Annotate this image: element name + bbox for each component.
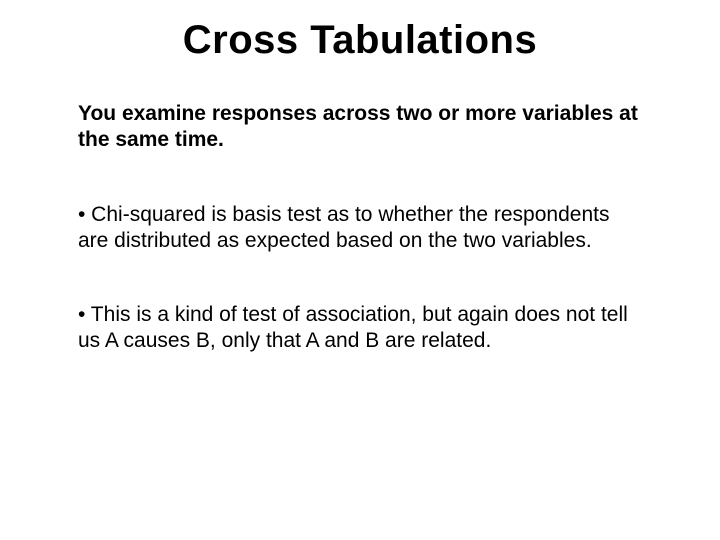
slide: Cross Tabulations You examine responses … xyxy=(0,0,720,540)
slide-title: Cross Tabulations xyxy=(78,18,642,63)
intro-paragraph: You examine responses across two or more… xyxy=(78,101,642,154)
bullet-2: • This is a kind of test of association,… xyxy=(78,302,642,355)
bullet-1: • Chi-squared is basis test as to whethe… xyxy=(78,202,642,255)
